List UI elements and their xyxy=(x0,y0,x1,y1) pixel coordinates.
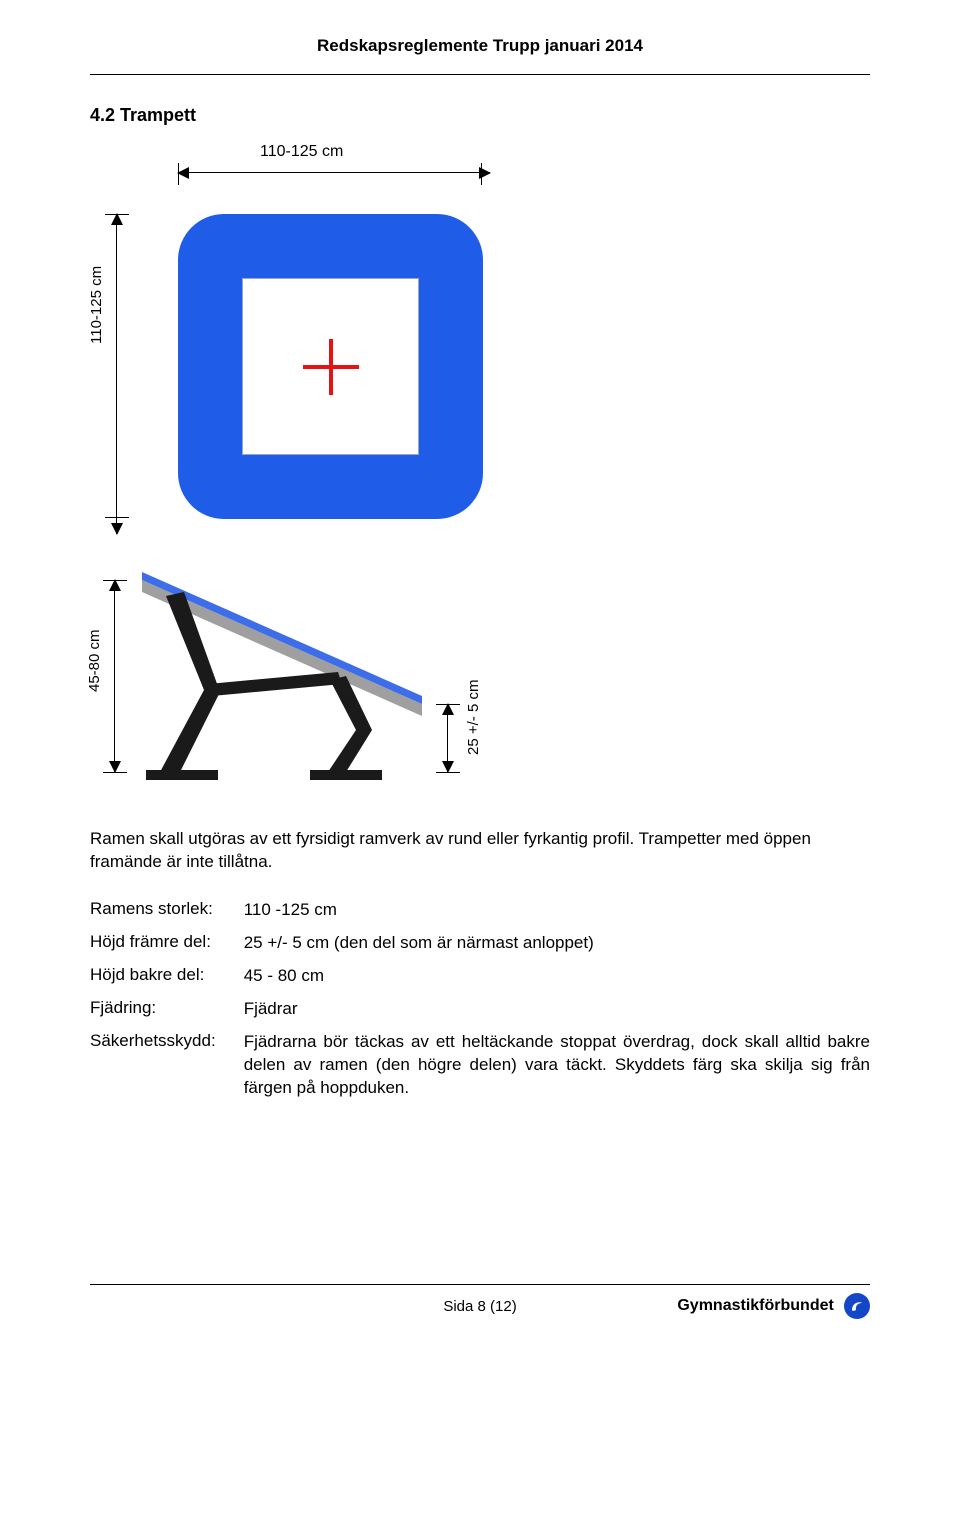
header-rule xyxy=(90,74,870,75)
body-paragraph: Ramen skall utgöras av ett fyrsidigt ram… xyxy=(90,828,870,874)
top-height-dimension-label: 110-125 cm xyxy=(88,266,105,344)
diagram-side-view: 45-80 cm 25 +/- 5 cm xyxy=(90,562,530,802)
spec-label: Höjd bakre del: xyxy=(90,960,244,993)
spec-value: 25 +/- 5 cm (den del som är närmast anlo… xyxy=(244,927,870,960)
spec-row: Ramens storlek: 110 -125 cm xyxy=(90,894,870,927)
document-header-title: Redskapsreglemente Trupp januari 2014 xyxy=(90,36,870,74)
spec-table: Ramens storlek: 110 -125 cm Höjd främre … xyxy=(90,894,870,1105)
top-width-dimension-label: 110-125 cm xyxy=(260,143,343,161)
page-number: Sida 8 (12) xyxy=(443,1298,516,1315)
spec-value: 45 - 80 cm xyxy=(244,960,870,993)
footer-logo: Gymnastikförbundet xyxy=(677,1293,870,1319)
trampett-bed xyxy=(242,278,419,455)
top-width-dimension-arrow xyxy=(178,172,490,173)
spec-label: Fjädring: xyxy=(90,993,244,1026)
spec-row: Höjd bakre del: 45 - 80 cm xyxy=(90,960,870,993)
spec-label: Säkerhetsskydd: xyxy=(90,1026,244,1105)
footer-rule xyxy=(90,1284,870,1285)
spec-label: Ramens storlek: xyxy=(90,894,244,927)
page-footer: Sida 8 (12) Gymnastikförbundet xyxy=(90,1293,870,1319)
document-page: Redskapsreglemente Trupp januari 2014 4.… xyxy=(0,0,960,1349)
side-right-dimension-arrow xyxy=(447,704,448,772)
spec-row: Säkerhetsskydd: Fjädrarna bör täckas av … xyxy=(90,1026,870,1105)
spec-row: Höjd främre del: 25 +/- 5 cm (den del so… xyxy=(90,927,870,960)
spec-value: Fjädrarna bör täckas av ett heltäckande … xyxy=(244,1026,870,1105)
section-title: 4.2 Trampett xyxy=(90,105,870,126)
spec-value: 110 -125 cm xyxy=(244,894,870,927)
footer-logo-text: Gymnastikförbundet xyxy=(677,1297,833,1314)
side-left-dimension-label: 45-80 cm xyxy=(86,629,103,692)
center-cross-icon xyxy=(329,339,333,395)
side-right-dimension-label: 25 +/- 5 cm xyxy=(465,680,482,755)
spec-row: Fjädring: Fjädrar xyxy=(90,993,870,1026)
trampett-pad xyxy=(178,214,483,519)
side-left-dimension-arrow xyxy=(114,580,115,772)
top-height-dimension-arrow xyxy=(116,214,117,534)
footer-logo-badge-icon xyxy=(844,1293,870,1319)
diagram-top-view: 110-125 cm 110-125 cm xyxy=(90,144,510,534)
spec-value: Fjädrar xyxy=(244,993,870,1026)
spec-label: Höjd främre del: xyxy=(90,927,244,960)
trampett-side-drawing xyxy=(142,572,432,792)
